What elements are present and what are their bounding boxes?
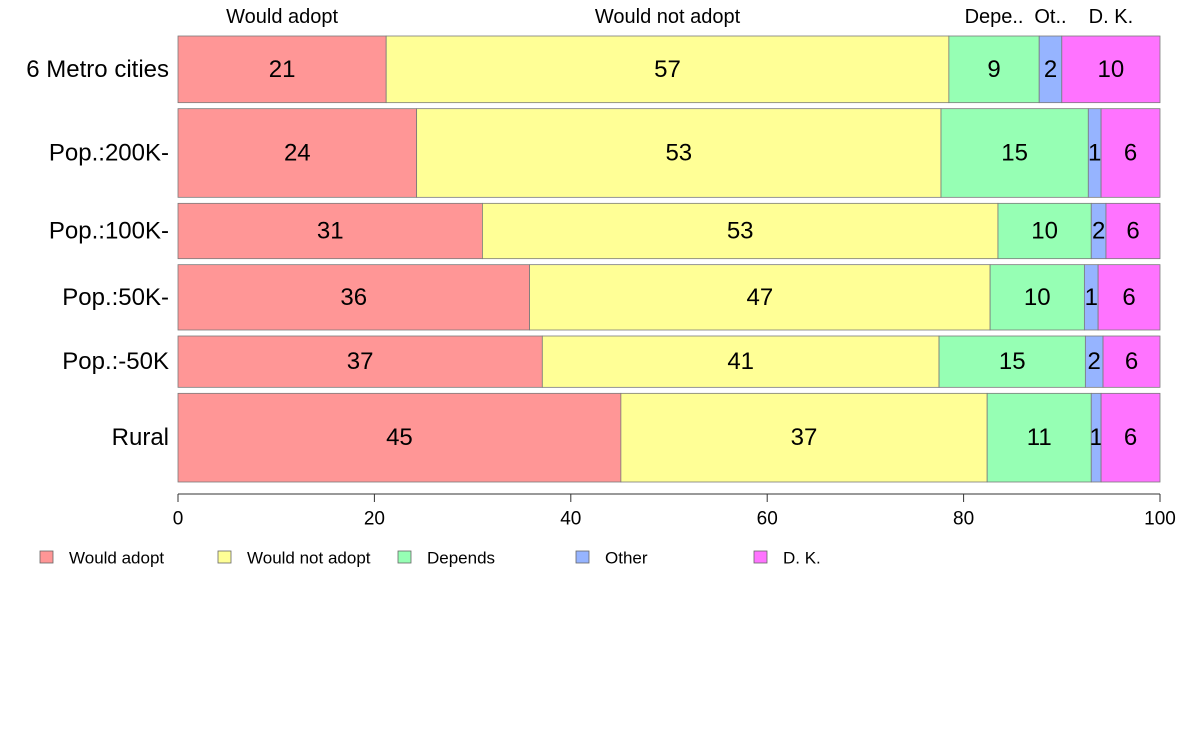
data-label-pop-200k-d-k: 6: [1124, 140, 1137, 167]
bar-pop-100k-d-k: [1105, 202, 1161, 260]
column-header-labels: Would adopt Would not adopt Depe.. Ot.. D. K…: [226, 6, 1133, 28]
category-label-pop-200k: Pop.:200K-: [49, 140, 169, 167]
data-label-rural-would-adopt: 45: [386, 424, 413, 451]
data-label-pop-100k-would-adopt: 31: [317, 218, 344, 245]
bar-6-metro-cities-d-k: [1061, 35, 1161, 104]
legend-swatch-would-not-adopt: [217, 550, 232, 564]
bar-pop-200k-d-k: [1100, 108, 1161, 198]
bar-pop-50k-would-not-adopt: [541, 335, 940, 388]
column-header-would-not-adopt: Would not adopt: [595, 6, 741, 28]
data-label-pop-200k-would-not-adopt: 53: [665, 140, 692, 167]
bar-pop-50k-d-k: [1102, 335, 1161, 388]
data-label-rural-other: 1: [1089, 424, 1102, 451]
bar-6-metro-cities-would-not-adopt: [385, 35, 950, 104]
data-label-6-metro-cities-would-not-adopt: 57: [654, 56, 681, 83]
bar-pop-50k-would-adopt: [177, 264, 530, 331]
data-label-pop-200k-other: 1: [1088, 140, 1101, 167]
bar-pop-50k-depends: [989, 264, 1085, 331]
data-label-pop-50k-other: 2: [1088, 348, 1101, 375]
data-label-pop-200k-depends: 15: [1001, 140, 1028, 167]
bar-6-metro-cities-depends: [948, 35, 1040, 104]
data-label-pop-200k-would-adopt: 24: [284, 140, 311, 167]
bar-pop-200k-would-not-adopt: [416, 108, 942, 198]
data-label-6-metro-cities-other: 2: [1044, 56, 1057, 83]
data-label-pop-100k-d-k: 6: [1126, 218, 1139, 245]
x-axis: 0 20 40 60 80 100: [173, 493, 1176, 530]
legend-label-would-adopt: Would adopt: [69, 549, 164, 568]
data-label-pop-50k-d-k: 6: [1125, 348, 1138, 375]
x-tick-label-100: 100: [1144, 509, 1176, 530]
data-label-pop-100k-would-not-adopt: 53: [727, 218, 754, 245]
bar-pop-100k-would-adopt: [177, 202, 483, 260]
data-label-rural-d-k: 6: [1124, 424, 1137, 451]
bar-6-metro-cities-would-adopt: [177, 35, 387, 104]
column-header-would-adopt: Would adopt: [226, 6, 338, 28]
legend-swatch-d-k: [753, 550, 768, 564]
category-label-6-metro-cities: 6 Metro cities: [26, 56, 169, 83]
legend-label-other: Other: [605, 549, 648, 568]
bar-pop-100k-would-not-adopt: [482, 202, 999, 260]
data-label-pop-100k-depends: 10: [1031, 218, 1058, 245]
data-label-pop-50k-depends: 10: [1024, 284, 1051, 311]
category-label-pop-50k: Pop.:-50K: [62, 348, 169, 375]
category-labels: 6 Metro cities Pop.:200K- Pop.:100K- Pop.:5…: [26, 56, 169, 451]
column-header-d-k: D. K.: [1089, 6, 1133, 28]
bar-pop-50k-depends: [938, 335, 1086, 388]
data-label-rural-depends: 11: [1027, 424, 1052, 451]
data-label-pop-50k-would-not-adopt: 47: [746, 284, 773, 311]
legend-swatch-would-adopt: [39, 550, 54, 564]
data-label-rural-would-not-adopt: 37: [791, 424, 818, 451]
data-label-pop-50k-d-k: 6: [1122, 284, 1135, 311]
bar-rural-d-k: [1100, 392, 1161, 483]
data-label-pop-50k-depends: 15: [999, 348, 1026, 375]
legend-label-depends: Depends: [427, 549, 495, 568]
legend: Would adopt Would not adopt Depends Other D.…: [39, 549, 821, 568]
x-tick-label-20: 20: [364, 509, 385, 530]
bar-pop-200k-would-adopt: [177, 108, 418, 198]
bar-pop-50k-would-adopt: [177, 335, 543, 388]
data-label-6-metro-cities-depends: 9: [987, 56, 1000, 83]
column-header-depends: Depe..: [965, 6, 1024, 28]
category-label-rural: Rural: [112, 424, 169, 451]
legend-swatch-other: [575, 550, 590, 564]
legend-label-d-k: D. K.: [783, 549, 821, 568]
x-tick-label-0: 0: [173, 509, 184, 530]
bar-rural-depends: [986, 392, 1092, 483]
bar-pop-100k-depends: [997, 202, 1092, 260]
bar-pop-50k-d-k: [1097, 264, 1161, 331]
x-tick-label-40: 40: [560, 509, 581, 530]
data-label-pop-50k-other: 1: [1085, 284, 1098, 311]
data-label-pop-50k-would-adopt: 36: [340, 284, 367, 311]
data-label-pop-50k-would-adopt: 37: [347, 348, 374, 375]
bar-rural-would-not-adopt: [620, 392, 988, 483]
x-tick-label-80: 80: [953, 509, 974, 530]
bar-rural-would-adopt: [177, 392, 622, 483]
legend-swatch-depends: [397, 550, 412, 564]
x-tick-label-60: 60: [757, 509, 778, 530]
legend-label-would-not-adopt: Would not adopt: [247, 549, 371, 568]
category-label-pop-100k: Pop.:100K-: [49, 218, 169, 245]
column-header-other: Ot..: [1034, 6, 1066, 28]
data-label-6-metro-cities-d-k: 10: [1098, 56, 1125, 83]
data-label-6-metro-cities-would-adopt: 21: [269, 56, 296, 83]
bar-pop-50k-would-not-adopt: [529, 264, 991, 331]
category-label-pop-50k: Pop.:50K-: [62, 284, 169, 311]
data-label-pop-50k-would-not-adopt: 41: [727, 348, 754, 375]
bar-pop-200k-depends: [940, 108, 1089, 198]
data-label-pop-100k-other: 2: [1092, 218, 1105, 245]
